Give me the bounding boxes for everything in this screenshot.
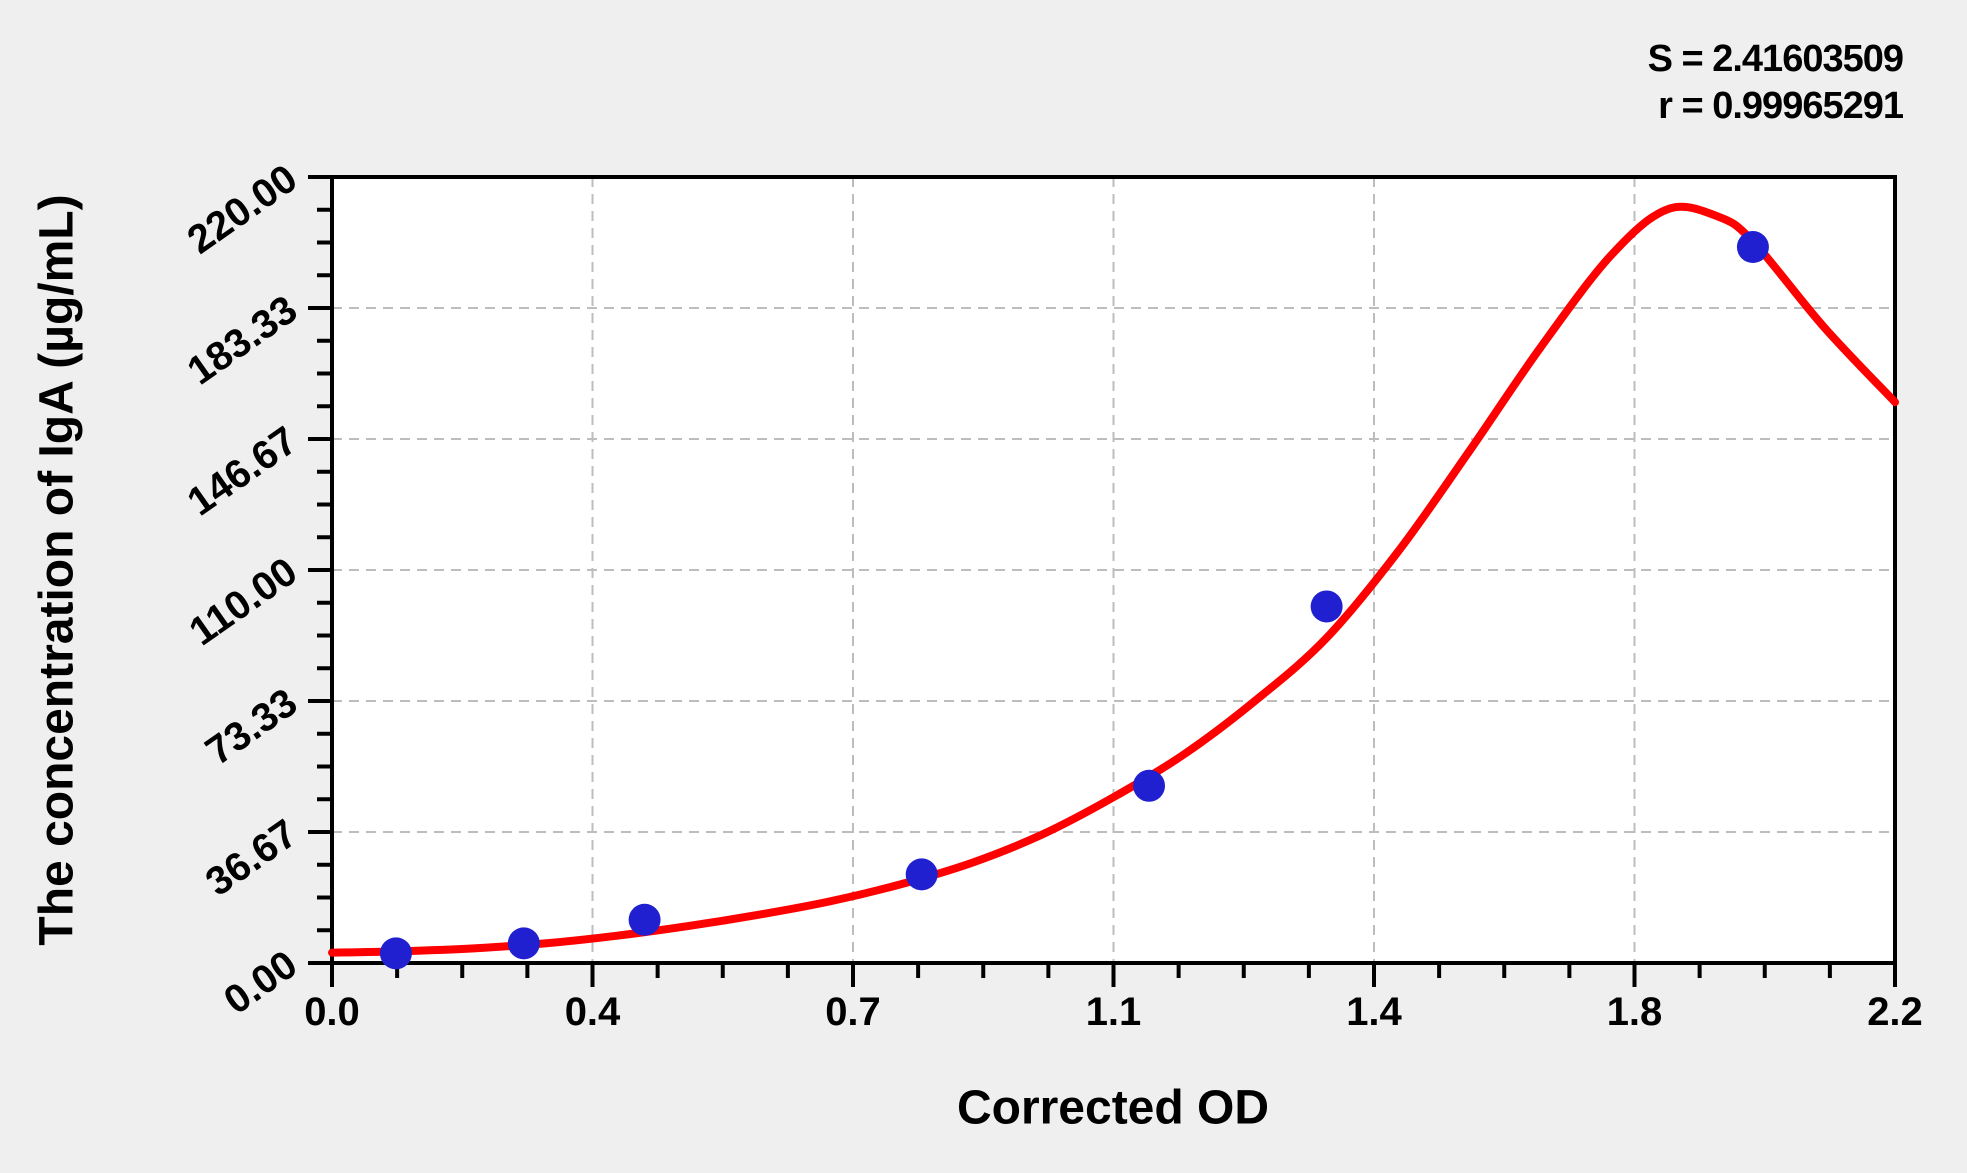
y-tick-label: 36.67 (198, 811, 305, 904)
x-tick-label: 1.1 (1086, 990, 1142, 1034)
fit-s-value: S = 2.41603509 (1647, 38, 1904, 80)
x-axis-title: Corrected OD (956, 1081, 1270, 1135)
x-tick-label: 0.7 (825, 990, 881, 1034)
data-point (1133, 769, 1166, 802)
data-point (1736, 231, 1769, 264)
y-tick-label: 0.00 (216, 942, 305, 1023)
x-tick-label: 2.2 (1867, 990, 1923, 1034)
y-tick-label: 220.00 (180, 156, 305, 262)
plot-frame (330, 175, 1897, 965)
y-tick-label: 146.67 (180, 418, 305, 524)
x-tick-label: 1.4 (1346, 990, 1402, 1034)
fitted-curve (328, 202, 1899, 957)
data-point (379, 937, 412, 970)
data-point (1310, 590, 1343, 623)
data-point (905, 858, 938, 891)
y-tick-label: 110.00 (182, 549, 306, 654)
y-axis-title: The concentration of IgA (µg/mL) (30, 194, 84, 946)
y-tick-label: 183.33 (180, 287, 305, 393)
fit-r-value: r = 0.99965291 (1658, 85, 1904, 127)
x-tick-label: 0.0 (304, 990, 360, 1034)
data-point (628, 903, 661, 936)
data-point (507, 927, 540, 960)
x-tick-label: 0.4 (565, 990, 621, 1034)
fit-statistics: S = 2.41603509 r = 0.99965291 (1647, 36, 1904, 130)
y-tick-label: 73.33 (198, 680, 305, 773)
x-tick-label: 1.8 (1607, 990, 1663, 1034)
